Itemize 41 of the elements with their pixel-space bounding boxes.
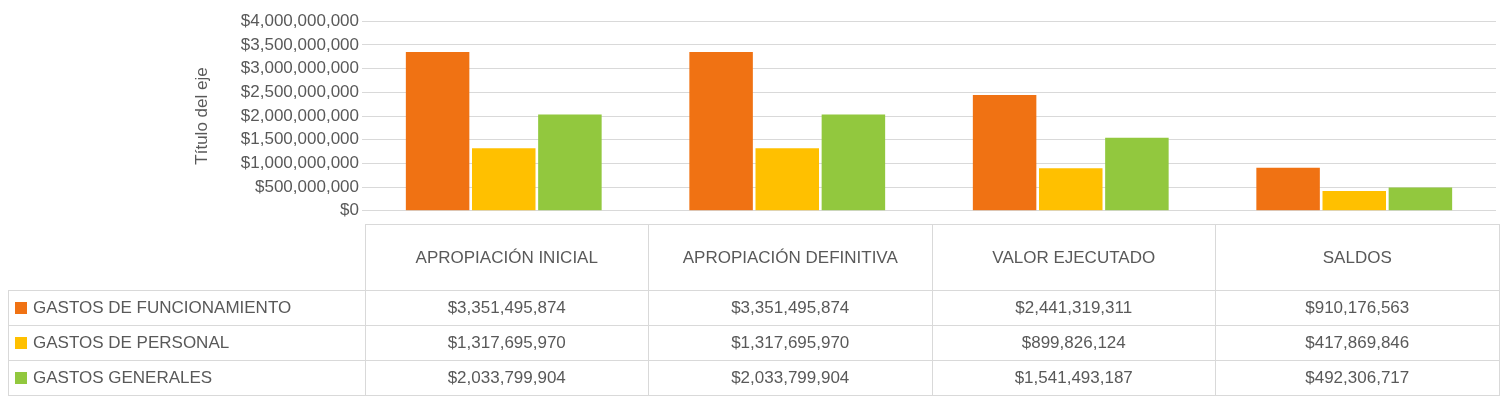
data-label: $492,306,717 [1215,360,1499,396]
y-tick-label: $1,000,000,000 [240,153,359,173]
data-label: $899,826,124 [932,325,1216,361]
x-tick-label: APROPIACIÓN INICIAL [415,247,598,267]
x-tick-label: APROPIACIÓN DEFINITIVA [682,247,898,267]
y-axis-title: Título del eje [191,67,211,165]
legend-label: GASTOS DE FUNCIONAMIENTO [33,298,292,317]
bar [1256,167,1320,211]
bar [821,114,886,211]
bar [1388,187,1453,211]
data-label: $1,317,695,970 [648,325,932,361]
y-tick-label: $3,000,000,000 [240,58,359,78]
data-label: $2,441,319,311 [932,290,1216,326]
data-label: $3,351,495,874 [365,290,649,326]
bar [405,51,470,211]
bar [538,114,602,211]
data-label: $2,033,799,904 [648,360,932,396]
y-tick-label: $0 [340,200,359,220]
y-tick-label: $2,000,000,000 [240,105,359,125]
y-tick-label: $3,500,000,000 [240,34,359,54]
data-label: $1,317,695,970 [365,325,649,361]
bar [972,95,1037,211]
bar [689,51,753,211]
legend-label: GASTOS DE PERSONAL [33,333,230,352]
bar [1322,190,1386,211]
data-label: $2,033,799,904 [365,360,649,396]
bar [755,148,819,211]
data-label: $1,541,493,187 [932,360,1216,396]
y-tick-label: $2,500,000,000 [240,81,359,101]
x-tick-label: VALOR EJECUTADO [992,247,1156,267]
data-label: $417,869,846 [1215,325,1499,361]
y-tick-label: $1,500,000,000 [240,129,359,149]
bar [1039,168,1103,211]
x-tick-label: SALDOS [1322,247,1392,267]
legend-label: GASTOS GENERALES [33,368,213,387]
bar [1105,137,1169,211]
y-tick-label: $500,000,000 [255,176,359,196]
data-label: $910,176,563 [1215,290,1499,326]
data-label: $3,351,495,874 [648,290,932,326]
bar [472,148,536,211]
y-tick-label: $4,000,000,000 [240,10,359,30]
